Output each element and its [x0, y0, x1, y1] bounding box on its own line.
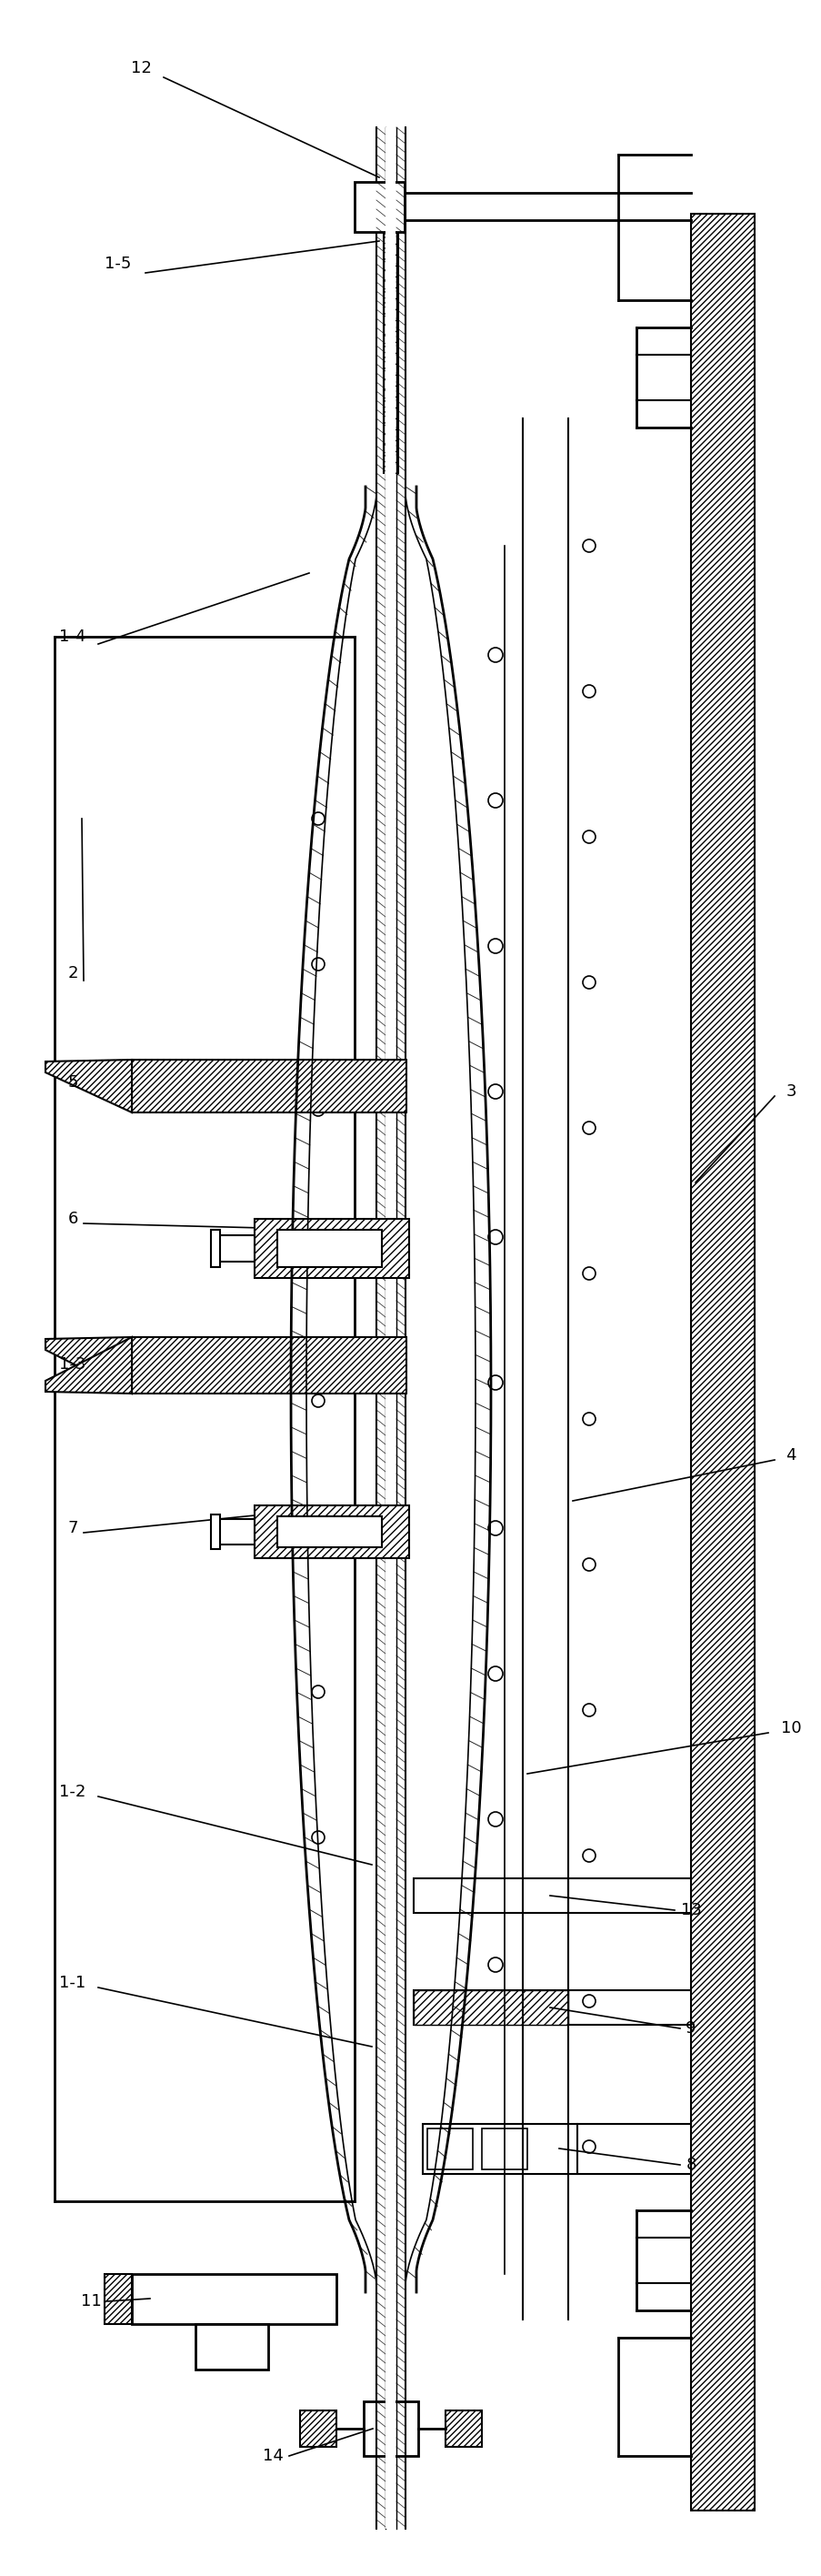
- Text: 1-2: 1-2: [59, 1783, 86, 1801]
- Polygon shape: [291, 487, 490, 2293]
- Polygon shape: [45, 1059, 131, 1113]
- Bar: [413, 1991, 567, 2025]
- Text: 13: 13: [680, 1901, 700, 1919]
- Text: 4: 4: [785, 1448, 796, 1463]
- Bar: [427, 2128, 472, 2169]
- Text: 5: 5: [67, 1074, 78, 1090]
- Bar: [413, 1991, 567, 2025]
- Text: 7: 7: [67, 1520, 78, 1535]
- Bar: [255, 1218, 409, 1278]
- Text: 6: 6: [67, 1211, 78, 1226]
- Bar: [386, 126, 396, 2530]
- Bar: [277, 1517, 382, 1548]
- Polygon shape: [131, 1059, 406, 1113]
- Text: 1-3: 1-3: [59, 1355, 86, 1373]
- Bar: [211, 1229, 220, 1267]
- Bar: [218, 1520, 255, 1546]
- Bar: [211, 1515, 220, 1548]
- Text: 3: 3: [785, 1084, 796, 1100]
- Bar: [413, 1878, 567, 1914]
- Bar: [422, 2125, 576, 2174]
- Text: 14: 14: [262, 2447, 283, 2465]
- Text: 8: 8: [685, 2156, 695, 2174]
- Polygon shape: [131, 1337, 406, 1394]
- Bar: [300, 2411, 336, 2447]
- Bar: [255, 1504, 409, 1558]
- Polygon shape: [45, 1337, 131, 1394]
- Text: 12: 12: [131, 59, 151, 77]
- Text: 11: 11: [80, 2293, 101, 2311]
- Bar: [690, 214, 754, 2512]
- Text: 1-1: 1-1: [59, 1976, 86, 1991]
- Bar: [277, 1229, 382, 1267]
- Bar: [104, 2275, 131, 2324]
- Bar: [195, 2324, 268, 2370]
- Bar: [363, 2401, 418, 2455]
- Text: 1-5: 1-5: [105, 255, 131, 273]
- Bar: [481, 2128, 527, 2169]
- Text: 9: 9: [685, 2020, 695, 2038]
- Polygon shape: [45, 1337, 131, 1394]
- Text: 10: 10: [780, 1721, 800, 1736]
- Bar: [354, 183, 404, 232]
- Bar: [218, 1236, 255, 1262]
- Text: 2: 2: [67, 966, 78, 981]
- Bar: [131, 2275, 336, 2324]
- Text: 1-4: 1-4: [59, 629, 86, 644]
- Bar: [445, 2411, 481, 2447]
